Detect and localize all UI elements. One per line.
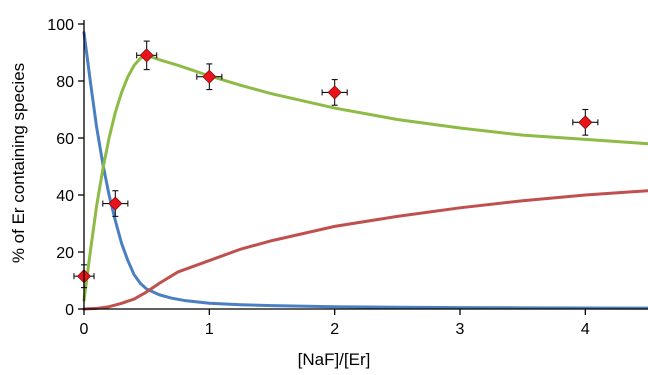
- series-line-1: [82, 53, 648, 302]
- x-axis-title: [NaF]/[Er]: [298, 350, 371, 369]
- axes-layer: 0 20 40 60 80 100 0 1 2 3 4: [47, 17, 648, 338]
- data-point-marker: [578, 115, 593, 130]
- points-layer: [73, 40, 599, 289]
- y-tick-label: 0: [65, 302, 74, 319]
- y-tick-label: 20: [56, 245, 74, 262]
- x-tick-label: 4: [581, 321, 590, 338]
- data-point: [102, 190, 129, 217]
- x-tick-label: 0: [80, 321, 89, 338]
- data-point: [572, 108, 599, 136]
- data-point: [136, 40, 158, 71]
- data-point-marker: [327, 85, 342, 100]
- x-tick-label: 3: [456, 321, 465, 338]
- y-tick-label: 60: [56, 131, 74, 148]
- data-point-marker: [108, 196, 123, 211]
- y-tick-label: 100: [47, 17, 74, 34]
- series-line-2: [82, 189, 648, 311]
- data-point: [321, 79, 348, 106]
- y-tick-label: 40: [56, 188, 74, 205]
- x-tick-label: 2: [330, 321, 339, 338]
- data-point-marker: [139, 48, 154, 63]
- data-point: [196, 63, 223, 91]
- y-axis-title: % of Er containing species: [9, 63, 28, 263]
- x-tick-label: 1: [205, 321, 214, 338]
- curve-layer: [82, 31, 648, 311]
- data-point-marker: [202, 69, 217, 84]
- y-tick-label: 80: [56, 74, 74, 91]
- series-line-0: [82, 31, 648, 310]
